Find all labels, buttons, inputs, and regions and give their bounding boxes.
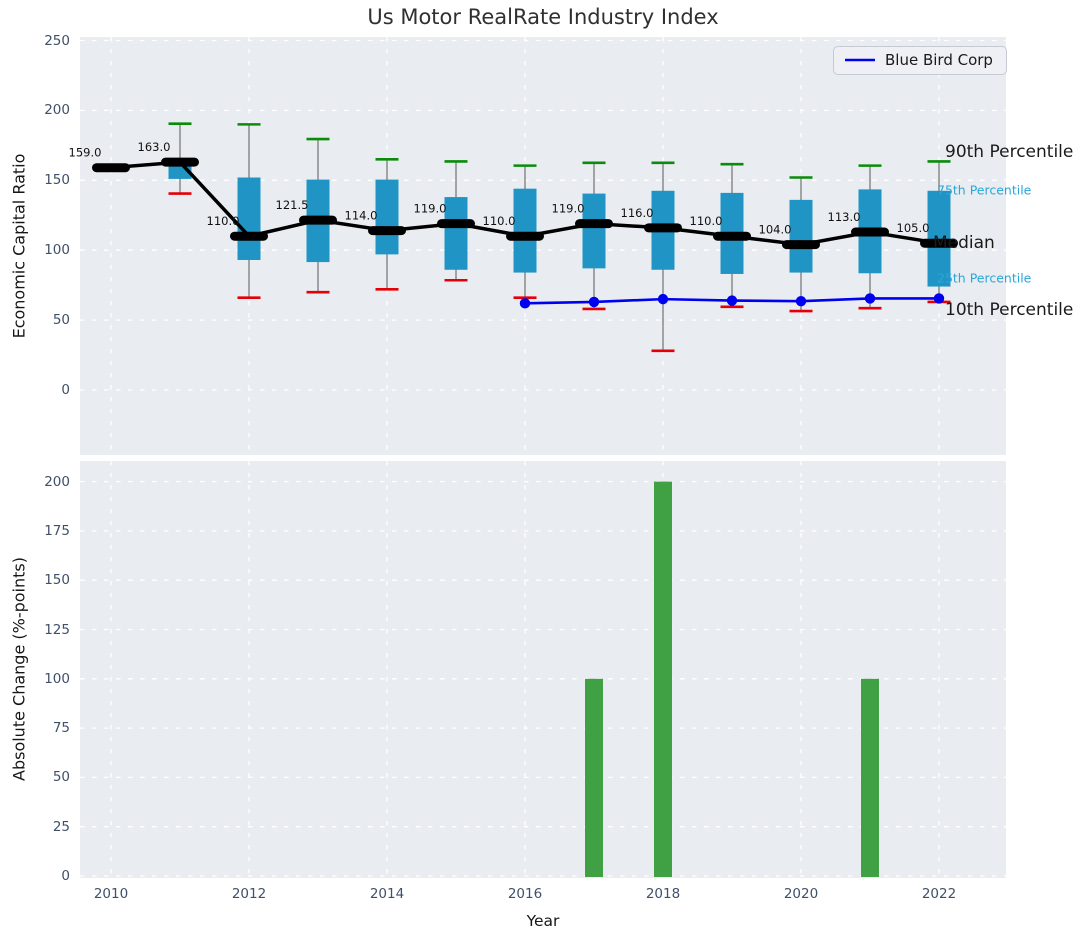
median-marker-2017 (575, 219, 613, 228)
chart-title: Us Motor RealRate Industry Index (367, 5, 718, 29)
company-point-2016 (520, 298, 530, 308)
x-tick-2018: 2018 (646, 886, 680, 902)
annotation-p25: 25th Percentile (937, 271, 1031, 286)
bottom-y-tick-25: 25 (12, 818, 70, 836)
median-marker-2021 (851, 228, 889, 237)
median-value-2020: 104.0 (759, 223, 792, 237)
median-value-2021: 113.0 (828, 210, 861, 224)
median-marker-2019 (713, 232, 751, 241)
bar-2017 (585, 679, 603, 877)
iqr-box-2017 (583, 194, 606, 269)
iqr-box-2020 (790, 200, 813, 273)
bar-2021 (861, 679, 879, 877)
x-tick-2020: 2020 (784, 886, 818, 902)
x-tick-2010: 2010 (94, 886, 128, 902)
median-value-2016: 110.0 (483, 214, 516, 228)
legend-line-icon (844, 57, 876, 63)
legend-label: Blue Bird Corp (885, 51, 993, 69)
x-tick-2014: 2014 (370, 886, 404, 902)
median-marker-2012 (230, 232, 268, 241)
bottom-y-tick-125: 125 (12, 621, 70, 639)
median-marker-2011 (161, 158, 199, 167)
company-point-2019 (727, 295, 737, 305)
plot-canvas: 159.0 163.0 110.0 121.5 114.0 119.0 110.0 119.0… (0, 0, 1080, 942)
legend: Blue Bird Corp (833, 46, 1007, 75)
median-marker-2020 (782, 240, 820, 249)
x-tick-2022: 2022 (922, 886, 956, 902)
annotation-med: Median (933, 233, 995, 253)
median-marker-2013 (299, 216, 337, 225)
median-value-2011: 163.0 (138, 140, 171, 154)
company-point-2021 (865, 293, 875, 303)
x-axis-label: Year (527, 912, 560, 930)
annotation-p10: 10th Percentile (945, 300, 1073, 320)
figure: 159.0 163.0 110.0 121.5 114.0 119.0 110.0 119.0… (0, 0, 1080, 942)
median-marker-2016 (506, 232, 544, 241)
top-y-tick-100: 100 (12, 241, 70, 259)
median-value-2018: 116.0 (621, 206, 654, 220)
top-y-tick-50: 50 (12, 311, 70, 329)
iqr-box-2016 (514, 189, 537, 273)
x-tick-2016: 2016 (508, 886, 542, 902)
x-tick-2012: 2012 (232, 886, 266, 902)
bottom-y-tick-175: 175 (12, 522, 70, 540)
median-value-2019: 110.0 (690, 214, 723, 228)
annotation-p75: 75th Percentile (937, 183, 1031, 198)
bottom-y-tick-200: 200 (12, 473, 70, 491)
median-marker-2018 (644, 223, 682, 232)
top-y-tick-200: 200 (12, 101, 70, 119)
bottom-y-tick-75: 75 (12, 719, 70, 737)
median-marker-2014 (368, 226, 406, 235)
median-value-2017: 119.0 (552, 202, 585, 216)
iqr-box-2014 (376, 180, 399, 255)
company-point-2020 (796, 296, 806, 306)
bottom-y-tick-150: 150 (12, 571, 70, 589)
median-marker-2015 (437, 219, 475, 228)
bottom-y-tick-0: 0 (12, 867, 70, 885)
median-value-2013: 121.5 (276, 198, 309, 212)
iqr-box-2015 (445, 197, 468, 270)
top-y-tick-0: 0 (12, 381, 70, 399)
company-point-2018 (658, 294, 668, 304)
annotation-p90: 90th Percentile (945, 142, 1073, 162)
company-point-2017 (589, 297, 599, 307)
median-value-2022: 105.0 (897, 221, 930, 235)
company-point-2022 (934, 293, 944, 303)
median-value-2014: 114.0 (345, 209, 378, 223)
median-value-2010: 159.0 (69, 146, 102, 160)
bottom-y-tick-50: 50 (12, 768, 70, 786)
top-y-tick-250: 250 (12, 32, 70, 50)
median-marker-2010 (92, 163, 130, 172)
median-value-2015: 119.0 (414, 202, 447, 216)
iqr-box-2012 (238, 178, 261, 260)
median-value-2012: 110.0 (207, 214, 240, 228)
bar-2018 (654, 482, 672, 877)
top-y-tick-150: 150 (12, 171, 70, 189)
bottom-y-tick-100: 100 (12, 670, 70, 688)
